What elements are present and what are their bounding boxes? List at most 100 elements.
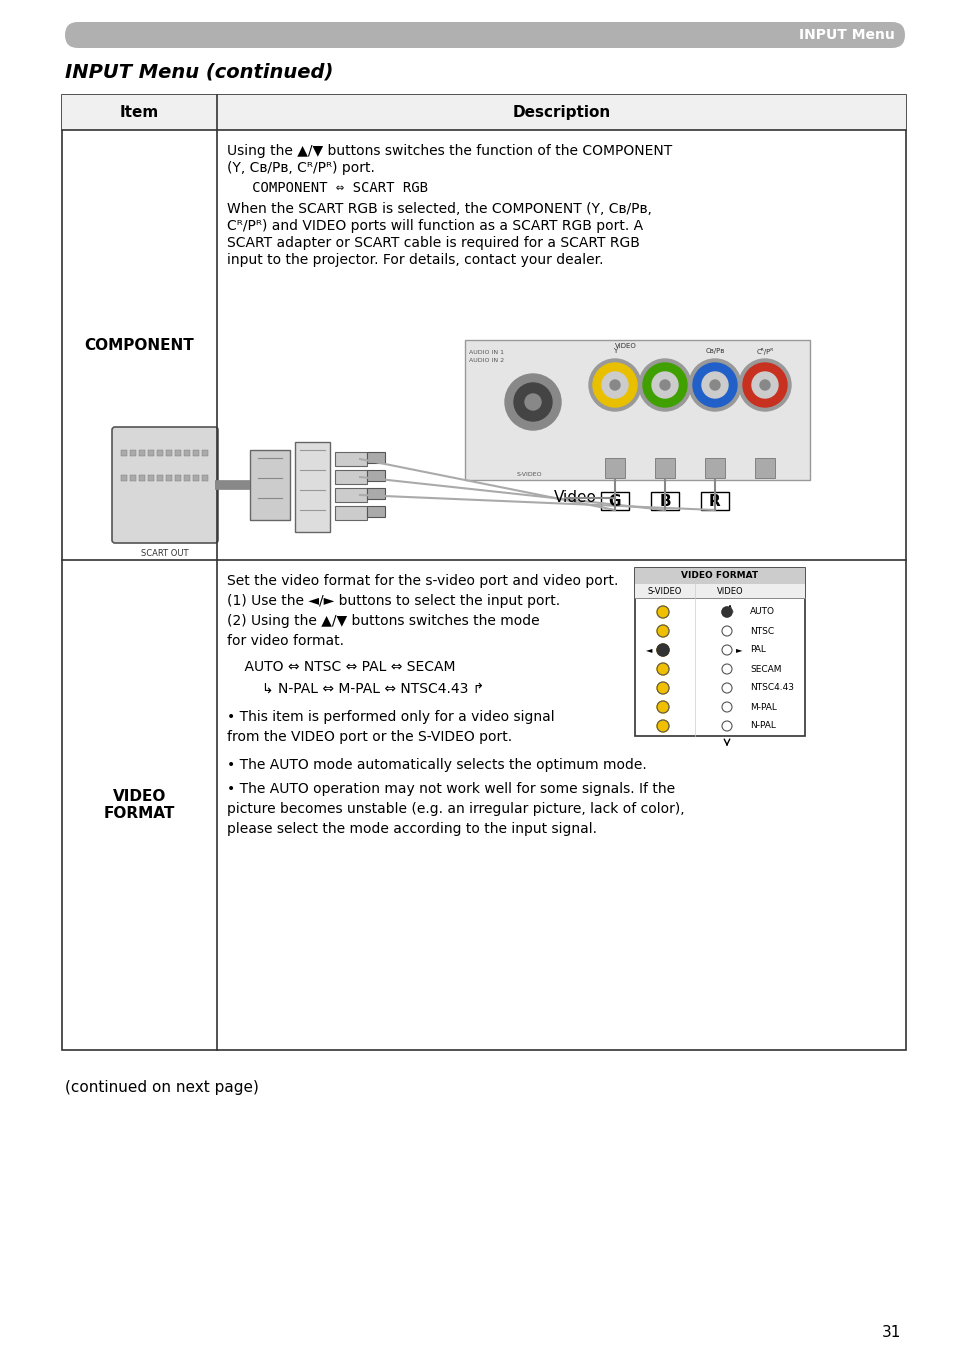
Bar [202,450,208,456]
Circle shape [642,363,686,408]
Text: picture becomes unstable (e.g. an irregular picture, lack of color),: picture becomes unstable (e.g. an irregu… [227,802,684,816]
Text: input to the projector. For details, contact your dealer.: input to the projector. For details, con… [227,253,603,267]
Circle shape [709,380,720,390]
Text: NTSC4.43: NTSC4.43 [749,684,793,692]
Text: B: B [659,493,670,509]
Bar [294,441,330,532]
Text: AUTO ⇔ NTSC ⇔ PAL ⇔ SECAM: AUTO ⇔ NTSC ⇔ PAL ⇔ SECAM [227,659,455,674]
Circle shape [721,682,731,693]
Circle shape [721,701,731,712]
Circle shape [601,372,627,398]
Circle shape [524,394,540,410]
Bar [754,458,774,478]
Bar [157,450,163,456]
FancyBboxPatch shape [65,22,904,47]
Text: for video format.: for video format. [227,634,344,649]
Text: (2) Using the ▲/▼ buttons switches the mode: (2) Using the ▲/▼ buttons switches the m… [227,613,539,628]
Text: AUDIO IN 1: AUDIO IN 1 [469,349,503,355]
Circle shape [721,720,731,731]
Text: Set the video format for the s-video port and video port.: Set the video format for the s-video por… [227,574,618,588]
Circle shape [692,363,737,408]
Text: COMPONENT: COMPONENT [85,337,194,352]
Circle shape [659,380,669,390]
Bar [367,470,385,481]
Circle shape [688,359,740,412]
Bar [367,487,385,500]
Text: SCART adapter or SCART cable is required for a SCART RGB: SCART adapter or SCART cable is required… [227,236,639,249]
Circle shape [514,383,552,421]
Circle shape [657,720,668,733]
Text: PAL: PAL [749,646,765,654]
Bar [650,492,679,510]
Text: from the VIDEO port or the S-VIDEO port.: from the VIDEO port or the S-VIDEO port. [227,730,512,743]
Bar [62,95,905,130]
Text: Item: Item [120,106,159,121]
Bar [367,506,385,517]
Text: (1) Use the ◄/► buttons to select the input port.: (1) Use the ◄/► buttons to select the in… [227,594,559,608]
Bar [121,450,127,456]
Text: SECAM: SECAM [749,665,781,673]
Text: (continued on next page): (continued on next page) [65,1080,258,1095]
Circle shape [609,380,619,390]
Bar [148,475,153,481]
Text: M-PAL: M-PAL [749,703,776,711]
Text: Cᴿ/Pᴿ: Cᴿ/Pᴿ [756,348,773,355]
Text: ►: ► [735,646,741,654]
Text: AUTO: AUTO [749,608,774,616]
Text: VIDEO: VIDEO [716,586,742,596]
Circle shape [657,645,668,655]
Text: • The AUTO operation may not work well for some signals. If the: • The AUTO operation may not work well f… [227,783,675,796]
Bar [655,458,675,478]
Bar [367,452,385,463]
Bar [635,584,804,598]
Text: Video: Video [554,490,597,505]
Circle shape [721,663,731,674]
Bar [600,492,628,510]
Text: ◄: ◄ [645,646,652,654]
Bar [148,450,153,456]
Text: VIDEO: VIDEO [615,343,636,349]
Bar [166,475,172,481]
Circle shape [657,626,668,636]
FancyBboxPatch shape [112,427,218,543]
Circle shape [588,359,640,412]
Bar [184,450,190,456]
Bar [635,567,804,737]
Circle shape [751,372,778,398]
Text: • The AUTO mode automatically selects the optimum mode.: • The AUTO mode automatically selects th… [227,758,646,772]
Text: Description: Description [512,106,610,121]
Bar [604,458,624,478]
Text: • This item is performed only for a video signal: • This item is performed only for a vide… [227,709,554,724]
Text: NTSC: NTSC [749,627,773,635]
Bar [62,95,905,1049]
Circle shape [657,607,668,617]
Bar [157,475,163,481]
Bar [130,475,136,481]
Text: INPUT Menu: INPUT Menu [799,28,894,42]
Text: please select the mode according to the input signal.: please select the mode according to the … [227,822,597,835]
Circle shape [657,645,668,655]
Bar [174,475,181,481]
Bar [335,506,367,520]
Bar [202,475,208,481]
Circle shape [504,374,560,431]
Text: ↳ N-PAL ⇔ M-PAL ⇔ NTSC4.43 ↱: ↳ N-PAL ⇔ M-PAL ⇔ NTSC4.43 ↱ [227,682,484,696]
Text: COMPONENT ⇔ SCART RGB: COMPONENT ⇔ SCART RGB [227,181,428,195]
Bar [335,487,367,502]
Circle shape [639,359,690,412]
Bar [700,492,728,510]
Bar [335,470,367,483]
Circle shape [593,363,637,408]
Text: VIDEO FORMAT: VIDEO FORMAT [680,571,758,581]
Text: S-VIDEO: S-VIDEO [647,586,681,596]
Circle shape [721,607,731,617]
Circle shape [657,682,668,695]
Bar [174,450,181,456]
Text: AUDIO IN 2: AUDIO IN 2 [469,357,503,363]
Circle shape [739,359,790,412]
Text: SCART OUT: SCART OUT [141,550,189,558]
Bar [166,450,172,456]
Text: R: R [708,493,720,509]
Bar [130,450,136,456]
Bar [193,475,199,481]
